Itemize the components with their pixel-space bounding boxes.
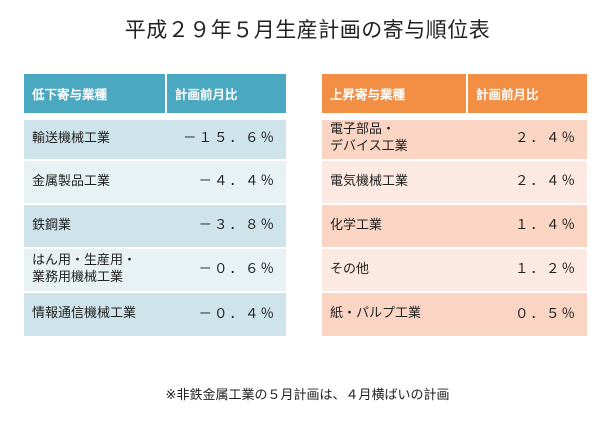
header-ratio: 計画前月比 [467, 74, 587, 116]
table-header-row: 上昇寄与業種 計画前月比 [322, 74, 587, 116]
table-row: 紙・パルプ工業 ０．５％ [322, 291, 587, 336]
industry-cell: 紙・パルプ工業 [322, 291, 467, 336]
industry-cell: 電子部品・ デバイス工業 [322, 112, 467, 160]
table-header-row: 低下寄与業種 計画前月比 [24, 74, 286, 116]
table-row: 情報通信機械工業 －０．４％ [24, 291, 286, 336]
header-ratio: 計画前月比 [166, 74, 286, 116]
decline-contribution-table: 低下寄与業種 計画前月比 輸送機械工業 －１５．６％ 金属製品工業 －４．４％ … [24, 74, 286, 336]
table-row: 電気機械工業 ２．４％ [322, 159, 587, 204]
industry-cell: 化学工業 [322, 203, 467, 248]
table-row: はん用・生産用・ 業務用機械工業 －０．６％ [24, 247, 286, 292]
page-title: 平成２９年５月生産計画の寄与順位表 [124, 18, 491, 42]
ratio-cell: １．４％ [467, 203, 587, 248]
header-industry: 上昇寄与業種 [322, 74, 468, 116]
ratio-cell: ２．４％ [467, 159, 587, 204]
industry-cell: はん用・生産用・ 業務用機械工業 [24, 247, 166, 292]
industry-cell: その他 [322, 247, 467, 292]
ratio-cell: １．２％ [467, 247, 587, 292]
ratio-cell: －０．４％ [166, 291, 286, 336]
footnote: ※非鉄金属工業の５月計画は、４月横ばいの計画 [165, 388, 450, 403]
ratio-cell: －３．８％ [166, 203, 286, 248]
ratio-cell: －１５．６％ [166, 112, 286, 160]
ratio-cell: ２．４％ [467, 112, 587, 160]
industry-cell: 情報通信機械工業 [24, 291, 166, 336]
table-row: 鉄鋼業 －３．８％ [24, 203, 286, 248]
ratio-cell: －０．６％ [166, 247, 286, 292]
ratio-cell: ０．５％ [467, 291, 587, 336]
industry-cell: 輸送機械工業 [24, 112, 166, 160]
table-row: 電子部品・ デバイス工業 ２．４％ [322, 112, 587, 160]
industry-cell: 鉄鋼業 [24, 203, 166, 248]
table-row: 金属製品工業 －４．４％ [24, 159, 286, 204]
table-row: 輸送機械工業 －１５．６％ [24, 112, 286, 160]
ratio-cell: －４．４％ [166, 159, 286, 204]
header-industry: 低下寄与業種 [24, 74, 167, 116]
increase-contribution-table: 上昇寄与業種 計画前月比 電子部品・ デバイス工業 ２．４％ 電気機械工業 ２．… [322, 74, 587, 336]
industry-cell: 金属製品工業 [24, 159, 166, 204]
industry-cell: 電気機械工業 [322, 159, 467, 204]
table-row: その他 １．２％ [322, 247, 587, 292]
table-row: 化学工業 １．４％ [322, 203, 587, 248]
